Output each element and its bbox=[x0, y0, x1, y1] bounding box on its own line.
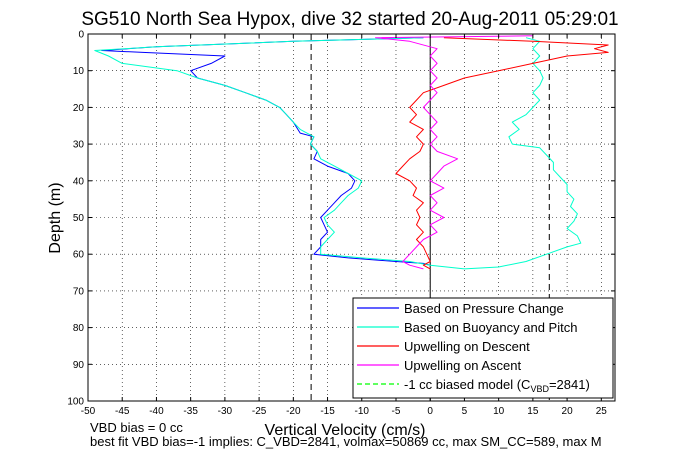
legend-box bbox=[352, 297, 614, 399]
x-tick-label: -5 bbox=[392, 406, 401, 417]
x-tick-label: -30 bbox=[218, 406, 233, 417]
y-tick-label: 10 bbox=[73, 66, 85, 77]
best-fit-note: best fit VBD bias=-1 implies: C_VBD=2841… bbox=[90, 434, 602, 449]
x-tick-label: -45 bbox=[115, 406, 130, 417]
legend-label-tail: =2841) bbox=[549, 377, 590, 392]
x-tick-label: 10 bbox=[493, 406, 505, 417]
legend-label: Based on Pressure Change bbox=[404, 301, 564, 316]
y-tick-label: 80 bbox=[73, 323, 85, 334]
y-tick-label: 60 bbox=[73, 250, 85, 261]
legend: Based on Pressure Change Based on Buoyanc… bbox=[352, 297, 614, 399]
y-tick-label: 90 bbox=[73, 360, 85, 371]
x-tick-label: 25 bbox=[596, 406, 608, 417]
y-tick-label: 50 bbox=[73, 213, 85, 224]
x-tick-label: -40 bbox=[149, 406, 164, 417]
y-tick-label: 30 bbox=[73, 140, 85, 151]
series-line-2 bbox=[94, 37, 582, 270]
legend-label: Upwelling on Descent bbox=[404, 339, 530, 354]
legend-entries: Based on Pressure Change Based on Buoyanc… bbox=[357, 301, 590, 394]
axis-ticks bbox=[87, 33, 615, 402]
x-tick-labels: -50 -45 -40 -35 -30 -25 -20 -15 -10 -5 0 5 10 15 20 25 bbox=[81, 406, 608, 417]
x-tick-label: -10 bbox=[355, 406, 370, 417]
legend-label: Based on Buoyancy and Pitch bbox=[404, 320, 577, 335]
series-line-3 bbox=[395, 37, 609, 270]
x-tick-label: 0 bbox=[427, 406, 433, 417]
x-tick-label: -20 bbox=[286, 406, 301, 417]
x-tick-label: -15 bbox=[320, 406, 335, 417]
x-tick-label: 20 bbox=[562, 406, 574, 417]
legend-label: -1 cc biased model (CVBD=2841) bbox=[404, 377, 590, 394]
x-tick-label: -50 bbox=[81, 406, 96, 417]
vbd-bias-note: VBD bias = 0 cc bbox=[90, 420, 183, 435]
legend-label-subscript: VBD bbox=[530, 384, 549, 394]
data-series bbox=[94, 35, 609, 270]
x-tick-label: -35 bbox=[183, 406, 198, 417]
legend-label: Upwelling on Ascent bbox=[404, 358, 521, 373]
y-tick-label: 40 bbox=[73, 176, 85, 187]
series-line-4 bbox=[375, 35, 533, 270]
plot-area: -50 -45 -40 -35 -30 -25 -20 -15 -10 -5 0 5 10 15 20 25 … bbox=[67, 30, 616, 417]
x-tick-label: 5 bbox=[462, 406, 468, 417]
y-tick-label: 100 bbox=[67, 397, 84, 408]
y-tick-label: 0 bbox=[78, 30, 84, 41]
y-tick-label: 20 bbox=[73, 103, 85, 114]
y-axis-label: Depth (m) bbox=[47, 182, 64, 253]
y-tick-labels: 0 10 20 30 40 50 60 70 80 90 100 bbox=[67, 30, 84, 408]
x-tick-label: -25 bbox=[252, 406, 267, 417]
x-tick-label: 15 bbox=[527, 406, 539, 417]
chart-title: SG510 North Sea Hypox, dive 32 started 2… bbox=[81, 9, 618, 30]
y-tick-label: 70 bbox=[73, 286, 85, 297]
x-axis-label: Vertical Velocity (cm/s) bbox=[265, 422, 426, 439]
